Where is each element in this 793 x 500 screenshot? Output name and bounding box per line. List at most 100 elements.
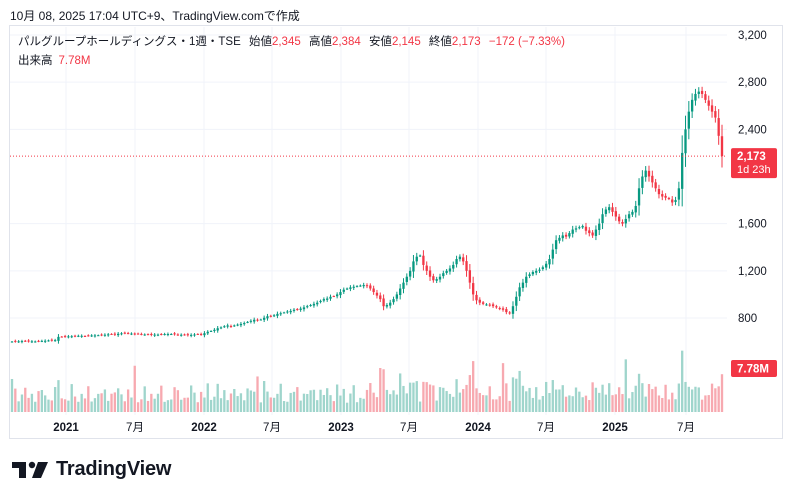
volume-bar bbox=[246, 388, 249, 412]
candle-body bbox=[664, 195, 667, 198]
candle-body bbox=[399, 288, 402, 296]
volume-bar bbox=[239, 393, 243, 412]
candle-body bbox=[266, 316, 269, 319]
volume-bar bbox=[322, 394, 326, 412]
volume-bar bbox=[359, 397, 362, 412]
candle-body bbox=[452, 264, 455, 269]
candle-body bbox=[578, 227, 581, 229]
candle-body bbox=[382, 298, 385, 307]
volume-bar bbox=[581, 397, 584, 412]
candle-body bbox=[601, 214, 604, 224]
candle-body bbox=[611, 207, 614, 212]
candle-body bbox=[614, 211, 617, 217]
candle-body bbox=[183, 334, 186, 336]
volume-bar bbox=[418, 401, 422, 412]
volume-bar bbox=[627, 398, 631, 412]
volume-bar bbox=[120, 394, 123, 412]
candle-body bbox=[574, 228, 578, 230]
volume-bar bbox=[130, 397, 133, 412]
candle-body bbox=[554, 240, 558, 250]
volume-bar bbox=[266, 391, 269, 412]
candle-body bbox=[213, 329, 216, 331]
volume-bar bbox=[637, 373, 641, 412]
volume-bar bbox=[50, 400, 53, 412]
candle-body bbox=[83, 336, 87, 338]
candle-body bbox=[262, 317, 266, 320]
candle-body bbox=[100, 334, 103, 336]
chart-timestamp: 10月 08, 2025 17:04 UTC+9、TradingView.com… bbox=[10, 9, 300, 23]
candle-body bbox=[700, 90, 704, 94]
candle-body bbox=[525, 276, 528, 283]
volume-bar bbox=[515, 378, 518, 412]
volume-bar bbox=[30, 393, 34, 412]
candle-body bbox=[223, 326, 226, 328]
volume-bar bbox=[193, 392, 196, 412]
high-label: 高値 bbox=[308, 36, 332, 48]
candle-body bbox=[253, 319, 256, 322]
candle-body bbox=[30, 341, 34, 343]
candle-body bbox=[156, 334, 160, 336]
low-label: 安値 bbox=[368, 36, 392, 48]
volume-bar bbox=[568, 395, 571, 412]
tradingview-logo[interactable]: TradingView bbox=[12, 458, 171, 481]
x-tick-label: 7月 bbox=[263, 422, 281, 434]
candle-body bbox=[14, 340, 17, 342]
last-price-badge bbox=[731, 148, 777, 179]
candle-body bbox=[342, 289, 345, 292]
chart-frame bbox=[9, 25, 783, 439]
candle-body bbox=[571, 229, 574, 234]
volume-bar bbox=[677, 383, 681, 412]
volume-bar bbox=[651, 389, 654, 412]
volume-bar bbox=[508, 400, 511, 412]
candle-body bbox=[385, 305, 389, 307]
volume-bar bbox=[70, 384, 73, 412]
volume-bar bbox=[126, 389, 130, 412]
candle-body bbox=[498, 308, 501, 310]
volume-bar bbox=[289, 392, 292, 412]
volume-bar bbox=[535, 387, 538, 412]
volume-bar bbox=[117, 388, 120, 412]
volume-bar bbox=[67, 400, 70, 412]
candle-body bbox=[714, 111, 717, 118]
candle-body bbox=[47, 340, 50, 342]
candle-body bbox=[80, 335, 83, 337]
x-tick-label: 7月 bbox=[677, 422, 695, 434]
volume-bar bbox=[661, 397, 664, 412]
volume-bar bbox=[690, 389, 694, 412]
candle-body bbox=[160, 333, 163, 335]
volume-bar bbox=[103, 389, 107, 412]
candle-body bbox=[598, 223, 601, 231]
volume-bar bbox=[335, 384, 339, 412]
volume-bar bbox=[707, 395, 710, 412]
volume-bar bbox=[123, 401, 126, 412]
candle-body bbox=[531, 272, 535, 275]
y-tick-label: 800 bbox=[738, 313, 757, 325]
volume-bar bbox=[588, 400, 591, 412]
candle-body bbox=[326, 298, 329, 300]
volume-bar bbox=[53, 387, 57, 412]
low-value: 2,145 bbox=[391, 36, 421, 48]
candle-body bbox=[349, 287, 352, 289]
volume-bar bbox=[714, 388, 717, 412]
volume-bar bbox=[17, 401, 20, 412]
candle-body bbox=[465, 261, 468, 271]
volume-bar bbox=[140, 399, 143, 412]
candle-body bbox=[435, 279, 438, 281]
close-label: 終値 bbox=[428, 36, 452, 48]
x-tick-label: 2022 bbox=[191, 422, 217, 434]
volume-bar bbox=[286, 401, 289, 412]
candle-body bbox=[120, 333, 123, 335]
volume-bar bbox=[60, 398, 63, 412]
candle-body bbox=[372, 288, 375, 293]
candle-body bbox=[276, 313, 279, 316]
volume-bar bbox=[27, 397, 30, 412]
symbol-name[interactable]: パルグループホールディングス・1週・TSE bbox=[18, 36, 241, 48]
countdown-label: 1d 23h bbox=[737, 164, 771, 176]
candle-body bbox=[538, 269, 541, 271]
volume-bar bbox=[176, 390, 180, 412]
candle-body bbox=[472, 283, 475, 295]
candle-body bbox=[515, 296, 518, 306]
volume-bar bbox=[269, 397, 272, 412]
volume-bar bbox=[160, 385, 163, 412]
